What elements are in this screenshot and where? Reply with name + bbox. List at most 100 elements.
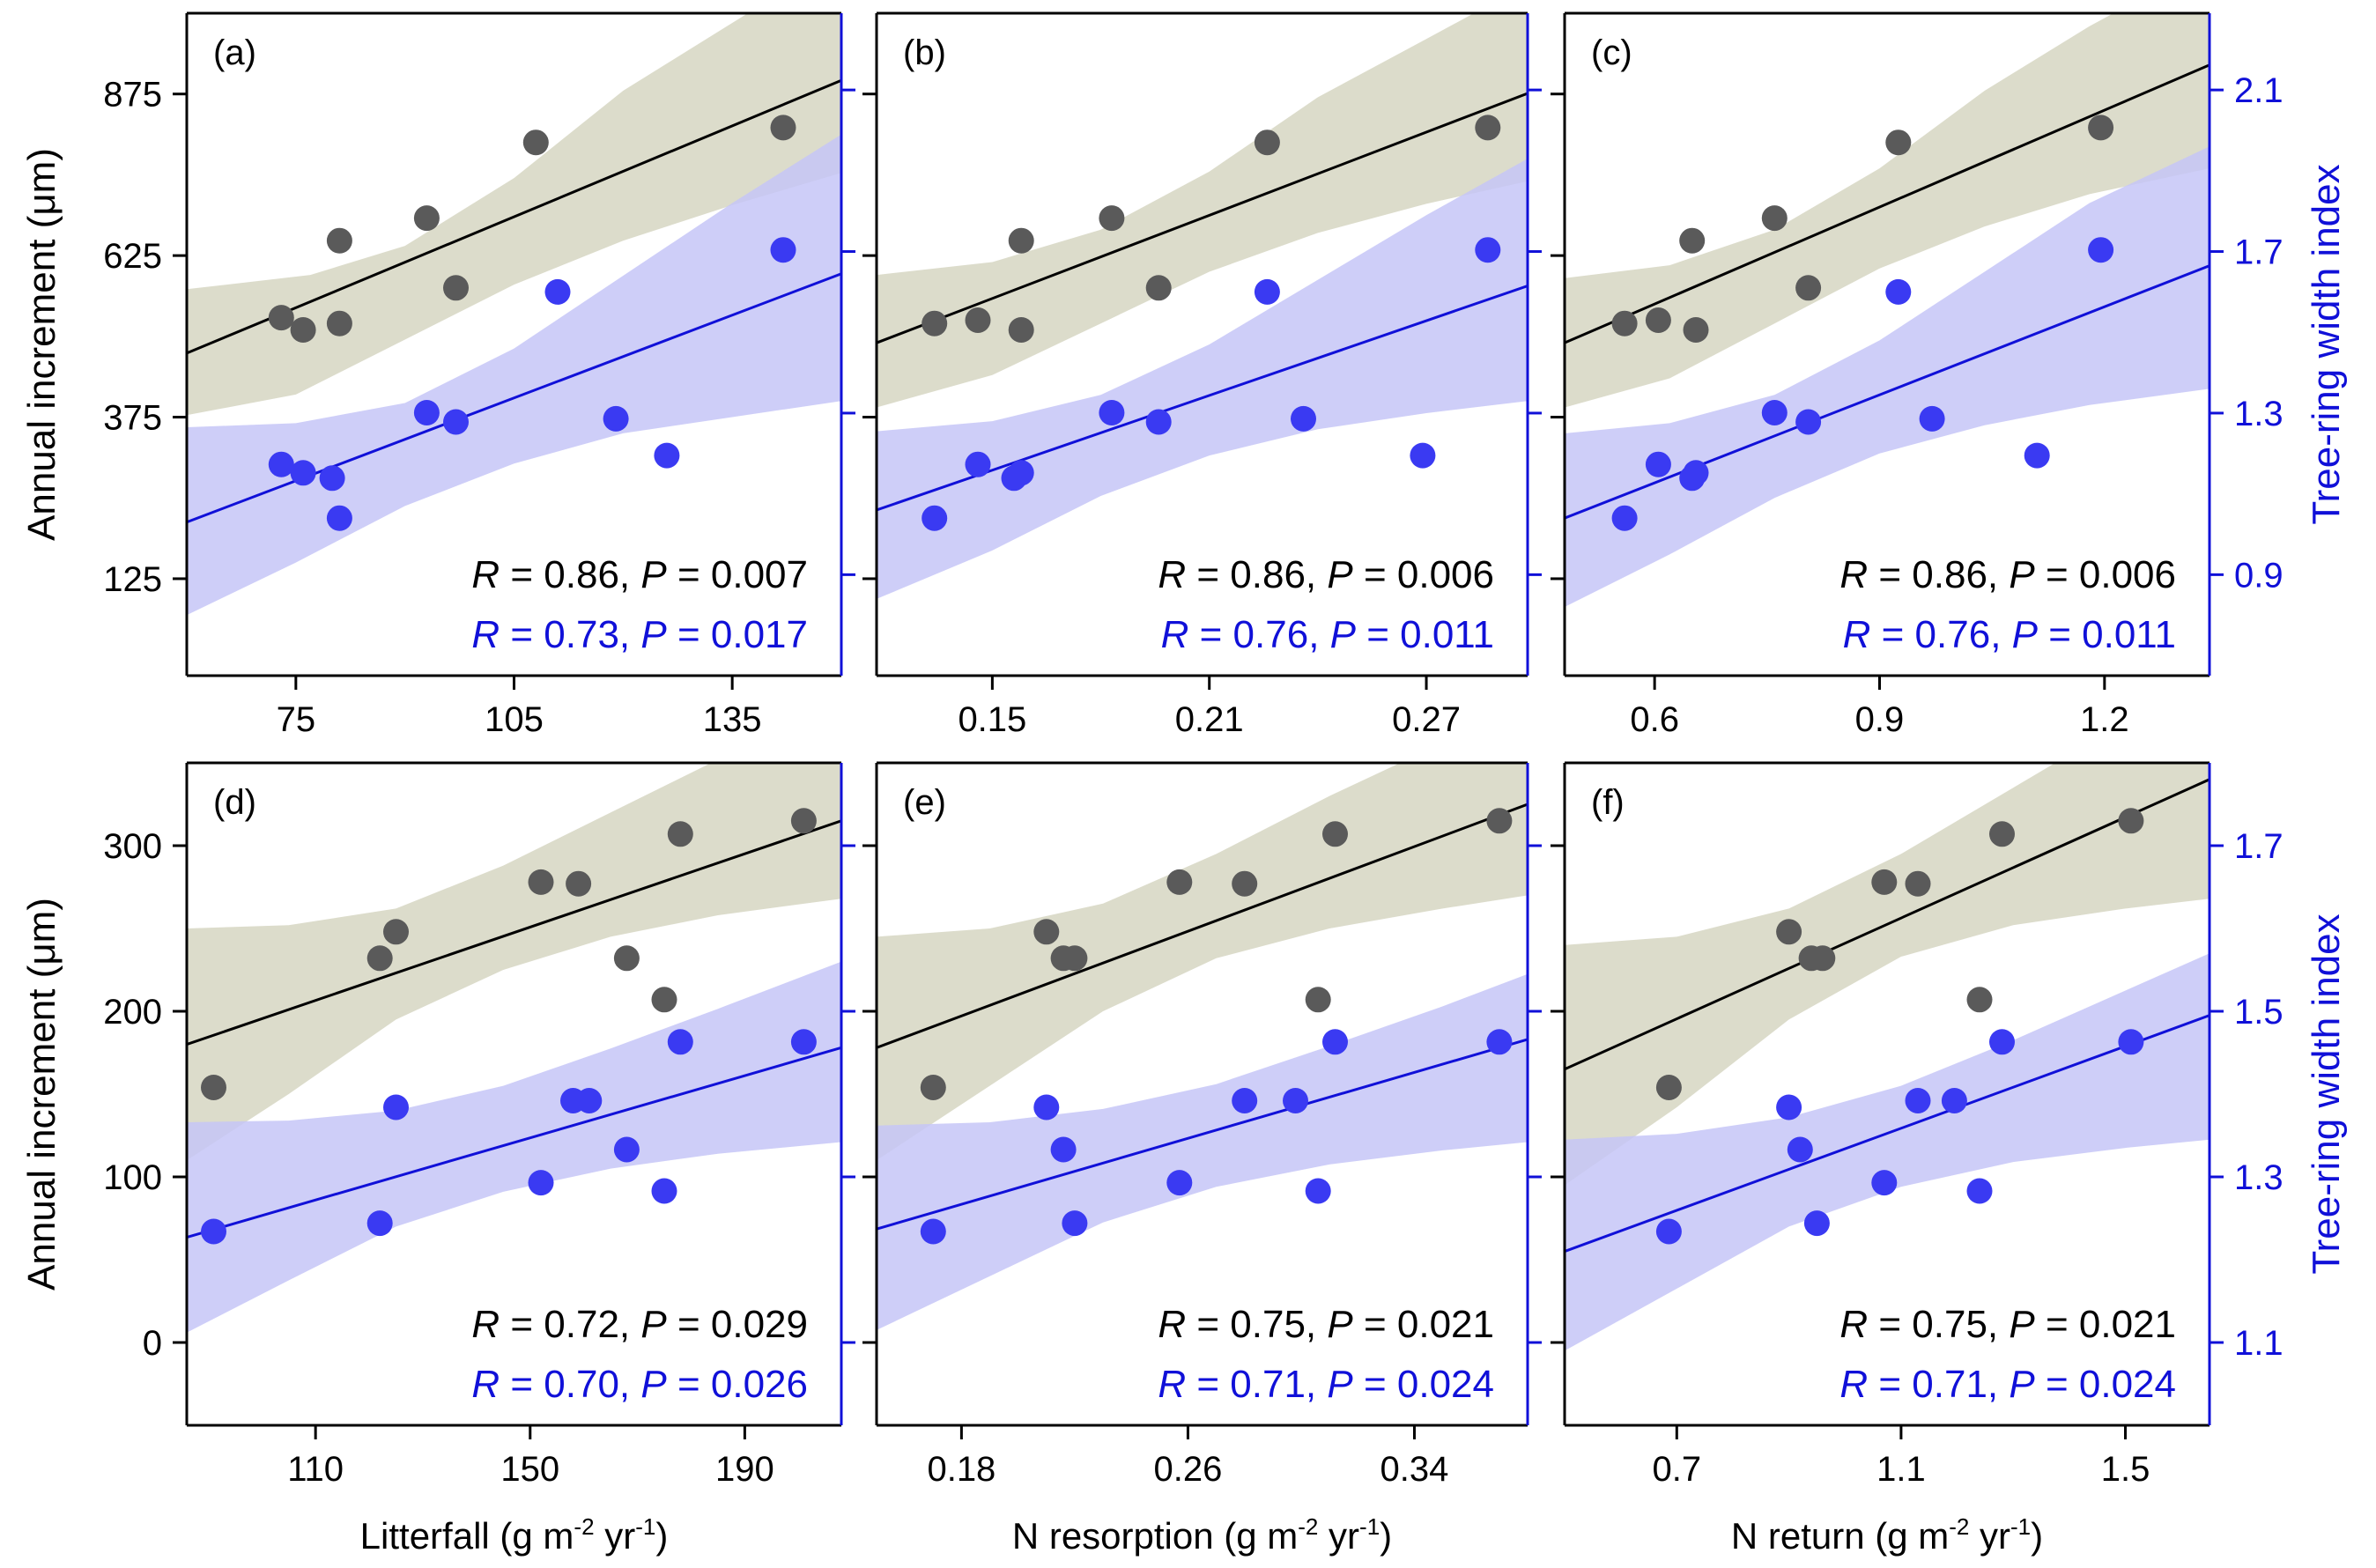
x-axis-title: N resorption (g m-2 yr-1) — [1012, 1513, 1392, 1557]
point-increment-6 — [1305, 987, 1331, 1013]
stat-r-value: = 0.73, — [500, 613, 640, 656]
point-increment-0 — [922, 310, 948, 337]
point-index-3 — [1803, 1210, 1830, 1237]
confidence-band-increment — [187, 13, 841, 416]
stat-index: R = 0.70, P = 0.026 — [471, 1363, 808, 1406]
y-right-tick-label: 1.5 — [2234, 993, 2283, 1032]
y-right-tick-label: 1.7 — [2234, 233, 2283, 272]
y-left-tick-label: 375 — [103, 399, 162, 438]
confidence-band-index — [1565, 953, 2209, 1351]
x-axis-title-sup2: -1 — [635, 1513, 655, 1540]
x-tick-label: 150 — [500, 1450, 559, 1489]
stat-r-value: = 0.76, — [1188, 613, 1329, 656]
x-tick-label: 0.26 — [1154, 1450, 1223, 1489]
panel-label: (b) — [903, 33, 946, 72]
stat-increment: R = 0.75, P = 0.021 — [1158, 1303, 1494, 1346]
point-index-8 — [1410, 442, 1436, 469]
point-index-7 — [1291, 405, 1316, 432]
confidence-band-index — [187, 134, 841, 616]
stat-r-value: = 0.75, — [1186, 1303, 1327, 1346]
point-index-8 — [1989, 1029, 2015, 1055]
point-index-8 — [2024, 442, 2050, 469]
x-axis-title-main: Litterfall (g m — [360, 1515, 574, 1557]
fit-line-index — [1565, 1014, 2209, 1254]
point-index-8 — [654, 442, 680, 469]
point-index-5 — [1905, 1088, 1931, 1113]
panel-label: (e) — [903, 783, 946, 822]
stat-r-symbol: R — [471, 613, 500, 656]
point-index-2 — [1050, 1136, 1077, 1163]
y-left-tick-label: 625 — [103, 237, 162, 276]
stat-p-symbol: P — [1327, 553, 1353, 596]
point-increment-2 — [1679, 227, 1706, 254]
y-right-tick-label: 1.3 — [2234, 1158, 2283, 1197]
point-increment-5 — [1905, 870, 1931, 897]
y-right-tick-label: 1.7 — [2234, 827, 2283, 866]
point-index-4 — [1099, 400, 1125, 425]
stat-p-symbol: P — [2012, 613, 2039, 656]
panel-c: 0.6 0.9 1.2 0.9 1.3 1.7 2.1 (c) R = 0.86, P = 0.… — [1551, 11, 2348, 739]
point-increment-1 — [1033, 919, 1060, 945]
panel-label: (a) — [213, 33, 256, 72]
plot-area — [877, 13, 1528, 599]
x-tick-label: 1.2 — [2080, 700, 2129, 739]
stat-r-symbol: R — [1158, 1363, 1186, 1406]
fit-line-increment — [187, 819, 841, 1047]
y-right-tick-label: 1.3 — [2234, 395, 2283, 433]
stat-r-symbol: R — [471, 1363, 500, 1406]
point-increment-3 — [326, 227, 352, 254]
point-increment-3 — [1008, 227, 1034, 254]
point-index-7 — [651, 1178, 677, 1204]
fit-line-increment — [877, 92, 1528, 344]
panel-label: (f) — [1591, 783, 1625, 822]
x-axis-title: Litterfall (g m-2 yr-1) — [360, 1513, 669, 1557]
stat-p-value: = 0.006 — [1353, 553, 1494, 596]
fit-line-increment — [1565, 63, 2209, 344]
point-index-0 — [1611, 505, 1638, 531]
point-increment-2 — [326, 310, 352, 337]
fit-line-increment — [1565, 778, 2209, 1071]
x-axis-title-sup2: -1 — [1359, 1513, 1380, 1540]
y-right-tick-label: 1.1 — [2234, 1324, 2283, 1363]
stat-p-value: = 0.017 — [667, 613, 808, 656]
y-left-tick-label: 300 — [103, 827, 162, 866]
point-increment-5 — [443, 275, 469, 301]
point-increment-6 — [1885, 129, 1912, 156]
stat-p-symbol: P — [640, 553, 667, 596]
point-index-2 — [319, 465, 345, 492]
point-index-7 — [603, 405, 629, 432]
y-right-axis-title: Tree-ring width index — [2305, 913, 2348, 1274]
point-index-1 — [1645, 451, 1671, 477]
x-axis-title-end: ) — [655, 1515, 668, 1557]
point-index-1 — [1033, 1094, 1060, 1121]
point-index-4 — [1871, 1170, 1898, 1196]
x-axis-title-main: N resorption (g m — [1012, 1515, 1298, 1557]
point-index-6 — [1283, 1088, 1308, 1113]
point-index-7 — [1919, 405, 1945, 432]
point-index-5 — [1145, 409, 1172, 435]
stat-index: R = 0.76, P = 0.011 — [1843, 613, 2176, 656]
stat-p-value: = 0.011 — [2038, 613, 2176, 656]
point-index-7 — [1966, 1178, 1993, 1204]
point-increment-8 — [1486, 808, 1513, 834]
point-index-1 — [290, 460, 316, 486]
point-index-6 — [1941, 1088, 1967, 1113]
y-left-tick-label: 100 — [103, 1158, 162, 1197]
x-axis-title: N return (g m-2 yr-1) — [1731, 1513, 2043, 1557]
x-tick-label: 0.15 — [958, 700, 1026, 739]
stat-index: R = 0.71, P = 0.024 — [1839, 1363, 2176, 1406]
x-axis-title-end: ) — [2031, 1515, 2043, 1557]
panel-f: 0.7 1.1 1.5 1.1 1.3 1.5 1.7 (f) R = 0.75, P = 0.… — [1551, 761, 2348, 1557]
panel-d: 110 150 190 0 100 200 300 (d) R = 0.72, P = 0.02… — [20, 761, 855, 1557]
plot-area — [1565, 763, 2209, 1351]
x-axis-title-mid: yr — [595, 1515, 636, 1557]
point-index-6 — [1254, 278, 1280, 305]
stat-r-symbol: R — [471, 553, 500, 596]
plot-area — [877, 763, 1528, 1330]
x-axis-title-sup1: -2 — [574, 1513, 594, 1540]
point-increment-7 — [1475, 115, 1501, 141]
plot-area — [1565, 13, 2209, 608]
x-axis-title-sup1: -2 — [1298, 1513, 1318, 1540]
point-increment-1 — [290, 317, 316, 343]
